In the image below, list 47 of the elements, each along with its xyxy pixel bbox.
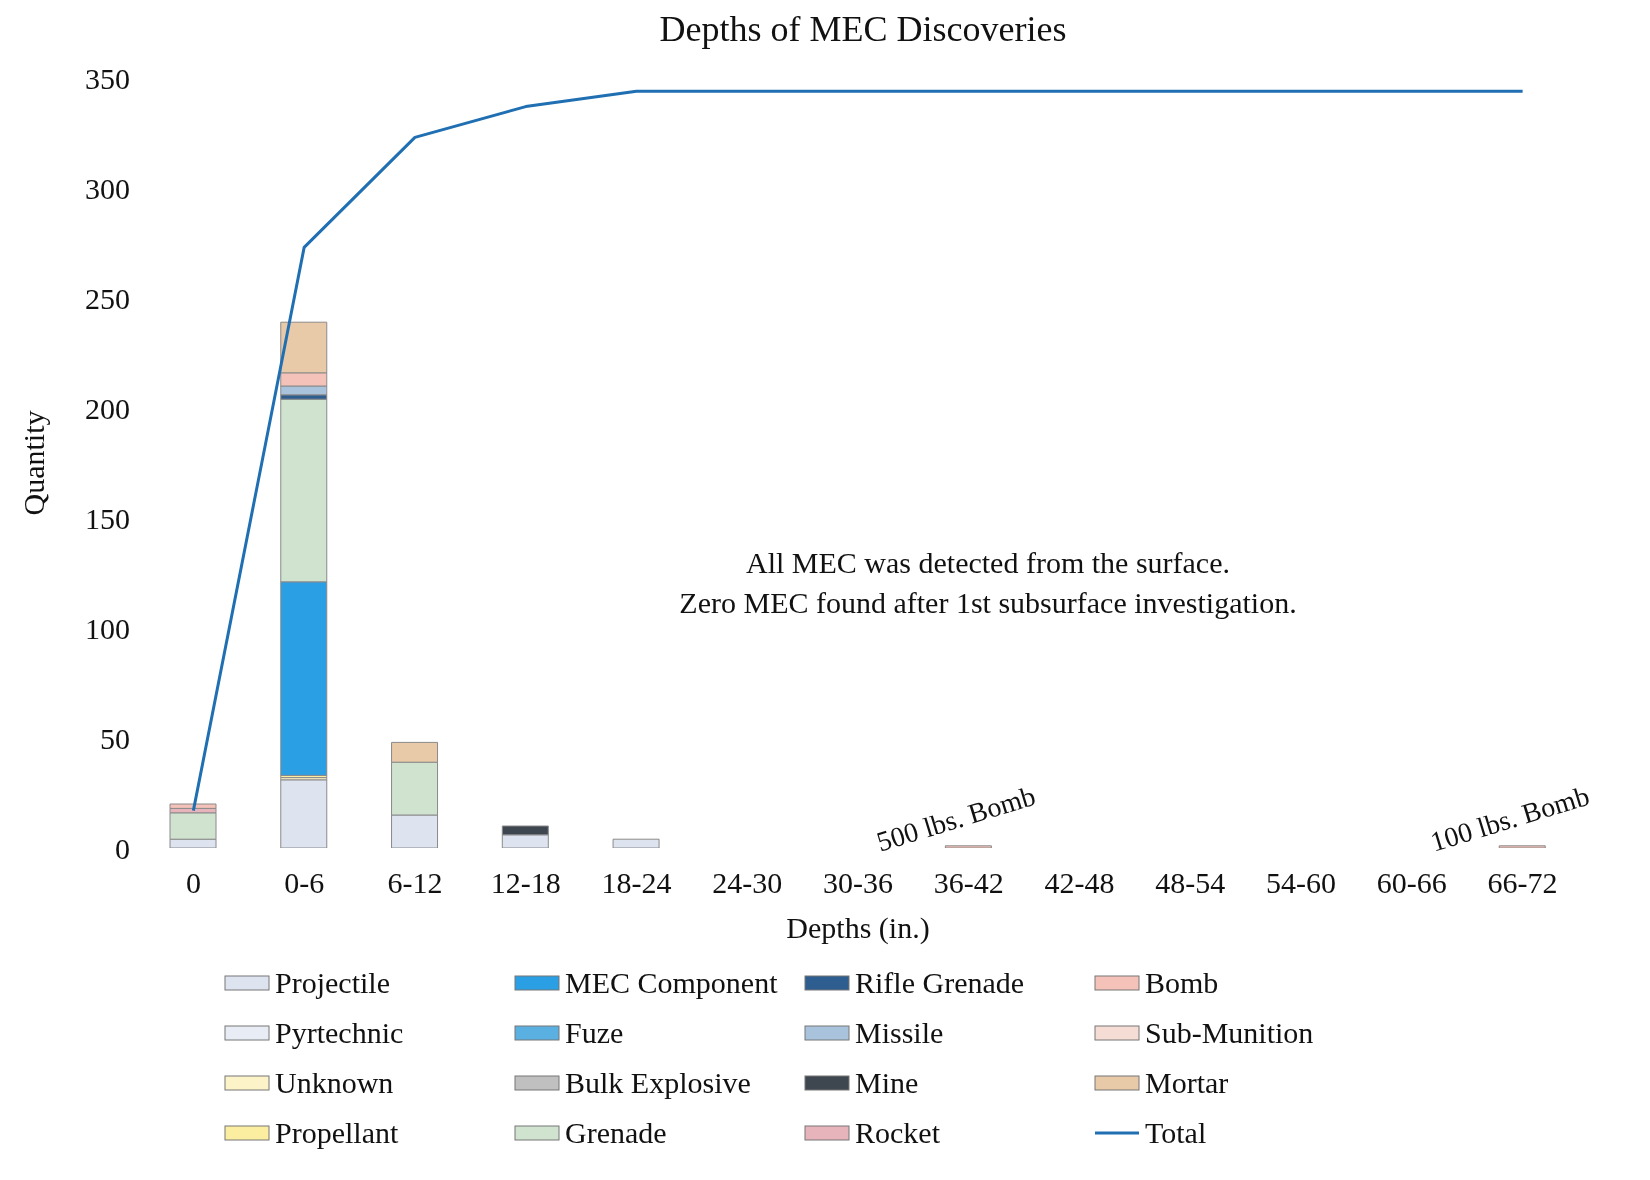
- legend-label: Sub-Munition: [1145, 1016, 1314, 1050]
- chart-title: Depths of MEC Discoveries: [658, 8, 1068, 51]
- legend-label: Bulk Explosive: [565, 1066, 751, 1100]
- legend-label: Projectile: [275, 966, 390, 1000]
- x-tick-label: 42-48: [1044, 866, 1115, 900]
- y-tick-label: 50: [100, 721, 130, 755]
- legend-label: Bomb: [1145, 966, 1219, 1000]
- x-axis-title: Depths (in.): [786, 911, 930, 945]
- x-tick-label: 66-72: [1487, 866, 1558, 900]
- legend-label: Grenade: [565, 1116, 667, 1150]
- legend-label: Rifle Grenade: [855, 966, 1025, 1000]
- legend-label: Missile: [855, 1016, 944, 1050]
- x-tick-label: 54-60: [1266, 866, 1337, 900]
- legend-label: Propellant: [275, 1116, 399, 1150]
- legend-label: MEC Component: [565, 966, 778, 1000]
- y-tick-label: 150: [85, 501, 130, 535]
- x-tick-label: 24-30: [712, 866, 783, 900]
- bar: [612, 838, 660, 848]
- bar: [169, 803, 217, 809]
- annotation: All MEC was detected from the surface.: [745, 545, 1231, 581]
- x-tick-label: 0-6: [284, 866, 325, 900]
- y-tick-label: 250: [85, 281, 130, 315]
- y-axis-title: Quantity: [16, 410, 50, 516]
- annotation: 500 lbs. Bomb: [872, 779, 1040, 858]
- x-tick-label: 60-66: [1376, 866, 1447, 900]
- x-tick-label: 48-54: [1155, 866, 1226, 900]
- x-tick-label: 12-18: [490, 866, 561, 900]
- annotation: Zero MEC found after 1st subsurface investigation.: [678, 585, 1298, 621]
- legend-label: Mortar: [1145, 1066, 1229, 1100]
- legend-label: Rocket: [855, 1116, 940, 1150]
- annotation: 100 lbs. Bomb: [1426, 779, 1593, 858]
- legend-label: Mine: [855, 1066, 919, 1100]
- bar: [280, 779, 328, 848]
- x-tick-label: 18-24: [601, 866, 672, 900]
- y-tick-label: 100: [85, 611, 130, 645]
- x-tick-label: 36-42: [933, 866, 1004, 900]
- x-tick-label: 0: [185, 866, 201, 900]
- y-tick-label: 200: [85, 391, 130, 425]
- x-tick-label: 6-12: [387, 866, 443, 900]
- y-tick-label: 350: [85, 61, 130, 95]
- legend-label: Unknown: [275, 1066, 394, 1100]
- y-tick-label: 0: [115, 831, 130, 865]
- legend-label: Pyrtechnic: [275, 1016, 404, 1050]
- legend-label: Total: [1145, 1116, 1207, 1150]
- y-tick-label: 300: [85, 171, 130, 205]
- legend-label: Fuze: [565, 1016, 624, 1050]
- x-tick-label: 30-36: [823, 866, 893, 900]
